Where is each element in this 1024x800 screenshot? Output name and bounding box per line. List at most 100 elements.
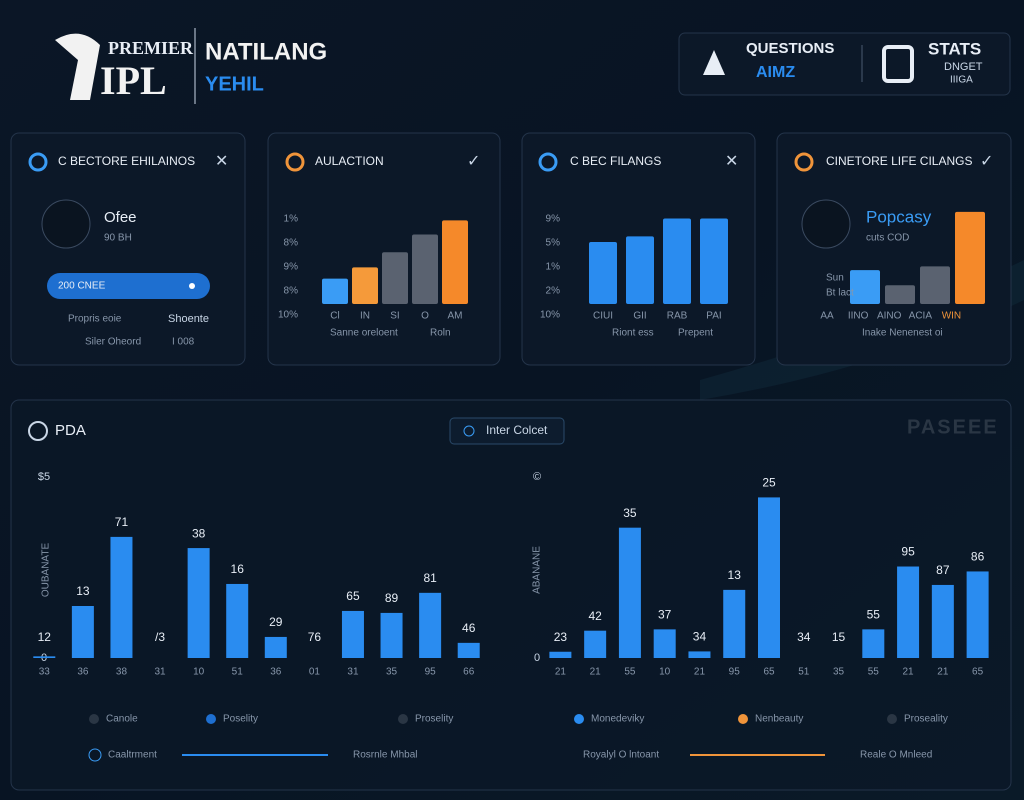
- nav-title[interactable]: QUESTIONS: [746, 40, 834, 57]
- card: [776, 132, 1012, 366]
- y-tick-label: $5: [38, 471, 50, 483]
- card-link[interactable]: Shoente: [168, 313, 209, 325]
- legend-dot: [89, 714, 99, 724]
- bar: [723, 589, 746, 658]
- bar: [653, 629, 676, 658]
- bar: [322, 278, 348, 304]
- x-tick-label: RAB: [667, 311, 688, 322]
- panel-icon: [28, 421, 48, 441]
- x-tick-label: 31: [154, 667, 166, 678]
- pill[interactable]: [47, 273, 210, 299]
- bar: [264, 636, 287, 658]
- card-footer: Inake Nenenest oi: [862, 328, 943, 339]
- header-title: NATILANG: [205, 38, 327, 65]
- bar-label: 12: [38, 630, 52, 644]
- nav-title[interactable]: STATS: [928, 39, 981, 58]
- bar: [226, 583, 249, 658]
- pill-text[interactable]: 200 CNEE: [58, 281, 106, 292]
- card-title: AULACTION: [315, 154, 384, 168]
- close-button[interactable]: ✕: [725, 153, 738, 170]
- card-title: CINETORE LIFE CILANGS: [826, 154, 972, 168]
- nav-icon[interactable]: [703, 50, 725, 75]
- footer-icon: [88, 748, 102, 762]
- bar: [955, 211, 985, 304]
- footer-link[interactable]: Rosrnle Mhbal: [353, 750, 417, 761]
- bar: [380, 612, 403, 658]
- bar: [110, 536, 133, 658]
- bar: [584, 630, 607, 658]
- y-tick-label: 10%: [540, 310, 560, 321]
- bar: [382, 252, 408, 304]
- bar-label: 23: [554, 630, 568, 644]
- footer-link[interactable]: Caaltrment: [108, 750, 157, 761]
- pill-dot: [189, 283, 195, 289]
- bar: [700, 218, 728, 304]
- footer-link[interactable]: Reale O Mnleed: [860, 750, 932, 761]
- bar-label: 34: [797, 630, 811, 644]
- legend-dot: [398, 714, 408, 724]
- bar: [187, 548, 210, 658]
- card-footer: Prepent: [678, 328, 713, 339]
- avatar: [801, 199, 851, 249]
- check-button[interactable]: ✓: [467, 153, 480, 170]
- y-tick-label: 10%: [278, 310, 298, 321]
- x-tick-label: IN: [360, 311, 370, 322]
- bar: [71, 606, 94, 658]
- nav-sub[interactable]: DNGET: [944, 61, 983, 73]
- bar-label: 46: [462, 621, 476, 635]
- card-footer: Siler Oheord: [85, 337, 141, 348]
- y-axis-label: OUBANATE: [41, 543, 52, 598]
- bar: [688, 651, 711, 658]
- bar-label: 76: [308, 630, 322, 644]
- nav-sub[interactable]: AIMZ: [756, 64, 795, 81]
- filter-label[interactable]: Inter Colcet: [486, 423, 548, 437]
- logo-top: PREMIER: [108, 38, 194, 58]
- close-button[interactable]: ✕: [215, 153, 228, 170]
- x-tick-label: PAI: [706, 311, 721, 322]
- nav-sub[interactable]: IIIGA: [950, 75, 973, 86]
- filter-button[interactable]: [449, 417, 565, 445]
- footer-link[interactable]: Royalyl O lntoant: [583, 750, 659, 761]
- x-tick-label: AA: [820, 311, 834, 322]
- bar-label: 25: [762, 476, 776, 490]
- bar: [758, 497, 780, 658]
- header-subtitle: YEHIL: [205, 73, 264, 95]
- bar: [412, 234, 438, 304]
- bar: [352, 267, 378, 304]
- bar-label: 95: [901, 545, 915, 559]
- bar-label: 37: [658, 608, 672, 622]
- y-tick-label: 5%: [546, 238, 561, 249]
- bar: [897, 566, 920, 658]
- x-tick-label: 21: [903, 667, 915, 678]
- x-tick-label: 95: [729, 667, 741, 678]
- x-tick-label: 21: [694, 667, 706, 678]
- bar-label: 15: [832, 630, 846, 644]
- card-link[interactable]: Propris eoie: [68, 314, 122, 325]
- x-tick-label: 36: [270, 667, 282, 678]
- nav-icon[interactable]: [882, 45, 914, 83]
- legend-dot: [887, 714, 897, 724]
- x-tick-label: 31: [347, 667, 359, 678]
- card-icon: [794, 152, 814, 172]
- y-tick-label: 8%: [284, 238, 299, 249]
- x-tick-label: 95: [425, 667, 437, 678]
- bar-label: 29: [269, 615, 283, 629]
- x-tick-label: IINO: [848, 311, 869, 322]
- check-button[interactable]: ✓: [980, 153, 993, 170]
- bar: [589, 241, 617, 304]
- legend-label: Nenbeauty: [755, 714, 803, 725]
- legend-dot: [206, 714, 216, 724]
- x-tick-label: 55: [624, 667, 636, 678]
- card-name: Popcasy: [866, 207, 932, 226]
- bar-label: 89: [385, 591, 399, 605]
- y-tick-label: 1%: [284, 214, 299, 225]
- bar: [920, 266, 950, 304]
- y-tick-label: ©: [533, 471, 541, 483]
- bar: [663, 218, 691, 304]
- bar-label: 55: [867, 608, 881, 622]
- x-tick-label: 01: [309, 667, 321, 678]
- x-tick-label: 36: [77, 667, 89, 678]
- bar-label: 81: [423, 571, 437, 585]
